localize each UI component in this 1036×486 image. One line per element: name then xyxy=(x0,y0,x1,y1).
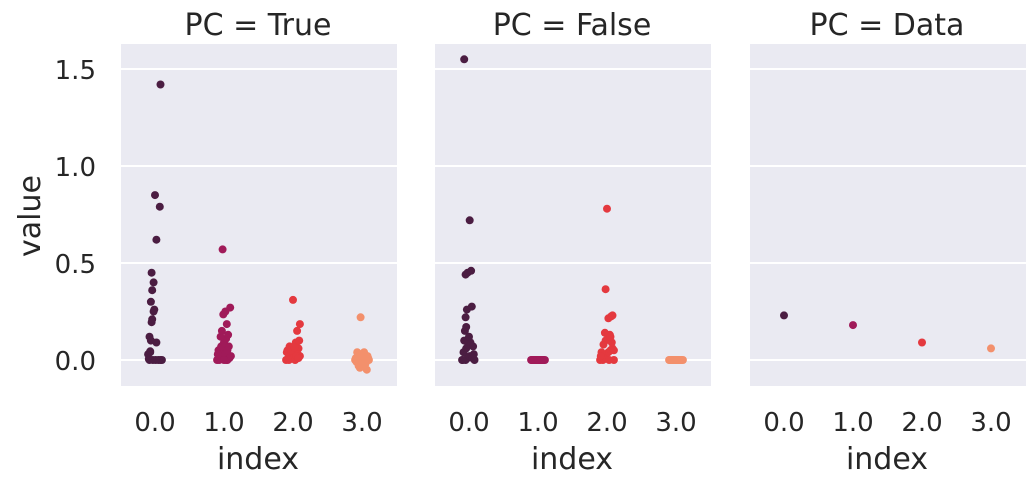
y-axis-label: value xyxy=(13,175,48,257)
x-tick-label: 1.0 xyxy=(203,408,244,438)
data-point xyxy=(605,356,614,364)
data-point xyxy=(226,303,235,312)
data-point xyxy=(356,313,365,322)
data-point xyxy=(152,338,161,347)
data-point xyxy=(151,356,160,364)
data-point xyxy=(600,328,609,337)
plot-area xyxy=(121,44,397,386)
data-point xyxy=(360,359,369,368)
data-point xyxy=(462,323,471,331)
data-point xyxy=(294,354,303,363)
y-tick-label: 1.0 xyxy=(55,153,96,183)
points-layer xyxy=(144,80,373,374)
data-point xyxy=(603,204,611,213)
x-tick-label: 2.0 xyxy=(901,408,942,438)
x-tick-label: 0.0 xyxy=(448,408,489,438)
data-point xyxy=(222,320,231,329)
data-point xyxy=(147,268,156,277)
data-point xyxy=(460,55,469,64)
data-point xyxy=(149,278,158,287)
panel-pc-data: PC = Data 0.0 1.0 2.0 3.0 index xyxy=(750,8,1026,477)
y-tick-label: 0.5 xyxy=(55,250,96,280)
panel-title: PC = True xyxy=(185,8,332,43)
data-point xyxy=(213,350,222,359)
data-point xyxy=(151,191,159,200)
x-tick-label: 1.0 xyxy=(517,408,558,438)
data-point xyxy=(987,344,995,353)
points-layer xyxy=(458,55,687,364)
data-point xyxy=(467,266,476,275)
data-point xyxy=(538,356,547,364)
data-point xyxy=(609,346,618,355)
data-point xyxy=(608,311,617,320)
data-point xyxy=(354,361,363,370)
data-point xyxy=(148,286,157,295)
data-point xyxy=(293,326,302,335)
data-point xyxy=(150,305,159,314)
data-point xyxy=(148,315,157,324)
data-point xyxy=(295,336,304,345)
data-point xyxy=(676,356,685,364)
data-point xyxy=(155,202,164,211)
data-point xyxy=(152,235,161,244)
data-point xyxy=(465,332,473,341)
x-axis-label: index xyxy=(531,442,613,477)
data-point xyxy=(220,356,228,364)
data-point xyxy=(601,285,610,294)
data-point xyxy=(224,330,233,339)
data-point xyxy=(146,347,155,356)
x-tick-label: 3.0 xyxy=(655,408,696,438)
panel-pc-true: PC = True 0.0 1.0 2.0 3.0 index xyxy=(121,8,397,477)
x-tick-label: 2.0 xyxy=(272,408,313,438)
x-tick-label: 3.0 xyxy=(341,408,382,438)
x-tick-label: 0.0 xyxy=(134,408,175,438)
data-point xyxy=(918,338,926,347)
plot-area xyxy=(435,44,711,386)
data-point xyxy=(596,352,605,361)
x-tick-label: 2.0 xyxy=(586,408,627,438)
x-tick-label: 0.0 xyxy=(763,408,804,438)
y-axis: value 0.0 0.5 1.0 1.5 xyxy=(13,56,96,377)
data-point xyxy=(780,311,788,320)
data-point xyxy=(146,297,155,306)
data-point xyxy=(606,332,615,341)
data-point xyxy=(469,342,478,351)
y-tick-label: 0.0 xyxy=(55,347,96,377)
data-point xyxy=(469,350,478,359)
data-point xyxy=(284,356,293,364)
data-point xyxy=(461,313,470,322)
panel-pc-false: PC = False 0.0 1.0 2.0 3.0 index xyxy=(435,8,711,477)
data-point xyxy=(226,352,235,361)
data-point xyxy=(849,321,857,330)
data-point xyxy=(295,320,304,329)
data-point xyxy=(458,356,467,364)
x-axis-label: index xyxy=(217,442,299,477)
data-point xyxy=(218,245,227,254)
data-point xyxy=(465,216,474,225)
x-tick-label: 1.0 xyxy=(832,408,873,438)
data-point xyxy=(156,80,165,89)
y-tick-label: 1.5 xyxy=(55,56,96,86)
x-tick-label: 3.0 xyxy=(970,408,1011,438)
data-point xyxy=(470,356,479,364)
plot-area xyxy=(750,44,1026,386)
data-point xyxy=(467,302,476,311)
x-axis-label: index xyxy=(846,442,928,477)
data-point xyxy=(290,343,299,352)
panel-title: PC = False xyxy=(493,8,652,43)
points-layer xyxy=(780,311,995,353)
data-point xyxy=(217,326,226,335)
panel-title: PC = Data xyxy=(810,8,965,43)
data-point xyxy=(223,346,232,355)
data-point xyxy=(289,295,297,304)
